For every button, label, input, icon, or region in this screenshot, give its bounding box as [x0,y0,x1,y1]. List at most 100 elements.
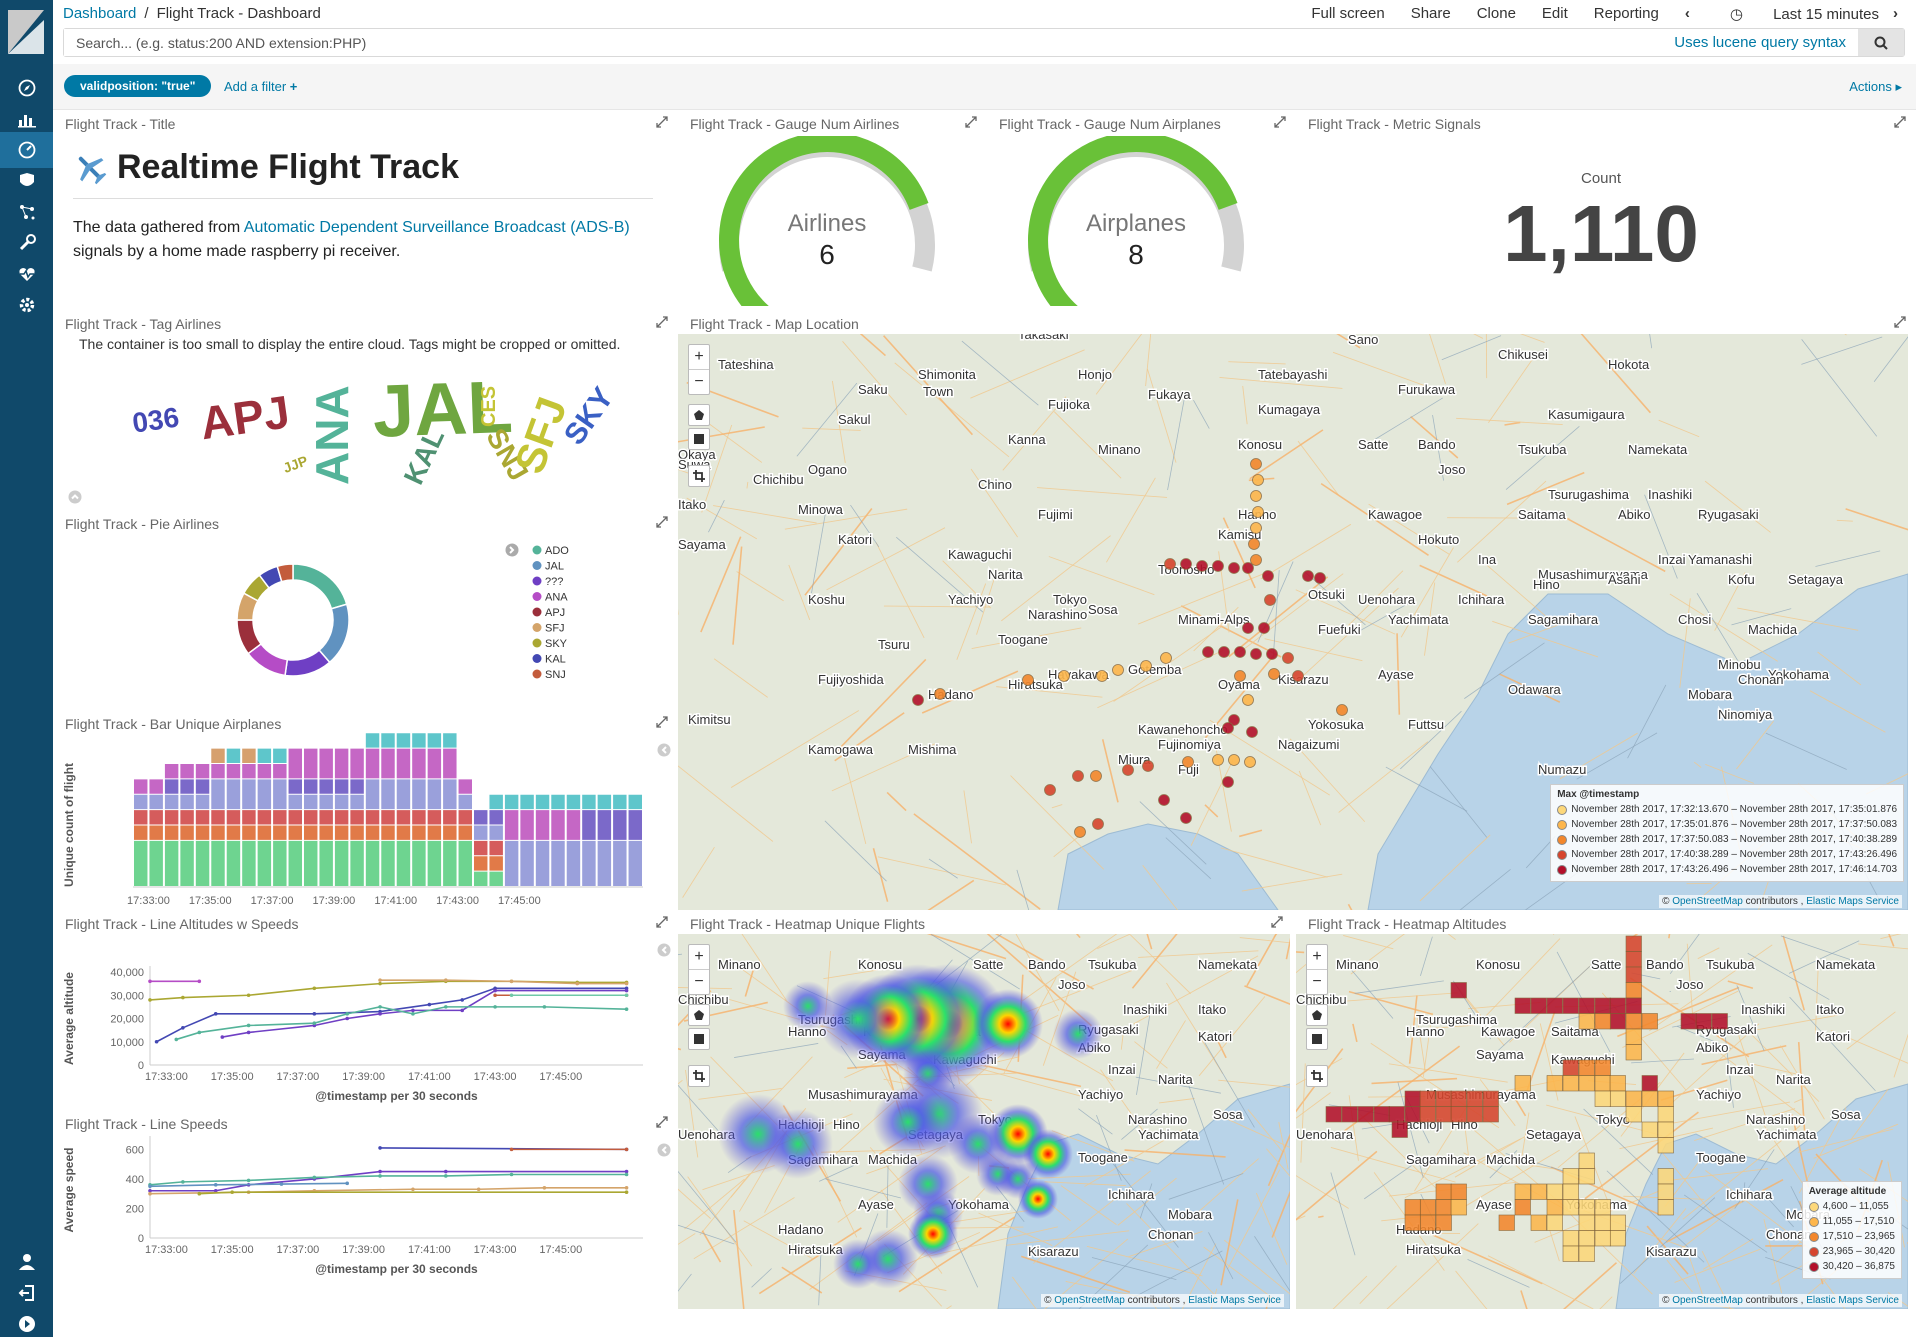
altitude-cell[interactable] [1626,1091,1642,1107]
bar-segment[interactable] [227,826,240,840]
altitude-cell[interactable] [1389,1107,1405,1123]
flight-marker[interactable] [1267,649,1278,660]
flight-marker[interactable] [1073,771,1084,782]
bar-segment[interactable] [489,795,502,809]
bar-segment[interactable] [227,810,240,824]
bar-segment[interactable] [335,749,348,779]
expand-icon[interactable] [656,116,668,128]
line-point[interactable] [181,1026,185,1030]
bar-segment[interactable] [165,779,178,793]
line-point[interactable] [198,1031,202,1035]
line-point[interactable] [378,1012,382,1016]
altitude-cell[interactable] [1342,1107,1358,1123]
bar-segment[interactable] [443,749,456,779]
bar-segment[interactable] [381,810,394,824]
bar-segment[interactable] [381,826,394,840]
altitude-cell[interactable] [1515,1184,1531,1200]
bar-segment[interactable] [149,795,162,809]
altitude-cell[interactable] [1626,1014,1642,1030]
line-point[interactable] [345,1017,349,1021]
flight-marker[interactable] [935,689,946,700]
legend-label[interactable]: ANA [545,592,568,604]
bar-segment[interactable] [289,841,302,886]
bar-segment[interactable] [505,841,518,886]
line-point[interactable] [198,1192,202,1196]
bar-segment[interactable] [598,795,611,809]
flight-marker[interactable] [1251,649,1262,660]
bar-segment[interactable] [196,841,209,886]
bar-segment[interactable] [165,810,178,824]
altitude-cell[interactable] [1579,1200,1595,1216]
flight-marker[interactable] [1251,523,1262,534]
bar-segment[interactable] [505,795,518,809]
fullscreen-button[interactable]: Full screen [1311,5,1384,23]
flight-marker[interactable] [1161,653,1172,664]
flight-marker[interactable] [1223,723,1234,734]
flight-marker[interactable] [1251,459,1262,470]
line-point[interactable] [444,1170,448,1174]
flight-marker[interactable] [1247,727,1258,738]
line-point[interactable] [625,993,629,997]
bar-segment[interactable] [319,779,332,793]
altitude-cell[interactable] [1626,998,1642,1014]
bar-segment[interactable] [489,841,502,855]
line-point[interactable] [247,1179,251,1183]
bar-segment[interactable] [180,779,193,793]
bar-segment[interactable] [428,733,441,747]
bar-segment[interactable] [443,826,456,840]
altitude-cell[interactable] [1595,1060,1611,1076]
bar-segment[interactable] [258,826,271,840]
line-point[interactable] [313,1176,317,1180]
line-point[interactable] [247,1031,251,1035]
flight-marker[interactable] [1075,827,1086,838]
bar-segment[interactable] [273,841,286,886]
bar-segment[interactable] [551,795,564,809]
bar-segment[interactable] [582,810,595,840]
bar-segment[interactable] [489,826,502,840]
bar-segment[interactable] [273,779,286,809]
line-point[interactable] [174,1038,178,1042]
osm-link[interactable]: OpenStreetMap [1054,1295,1125,1306]
bar-segment[interactable] [567,810,580,840]
bar-segment[interactable] [520,810,533,840]
altitude-cell[interactable] [1579,1060,1595,1076]
bar-segment[interactable] [366,749,379,779]
altitude-cell[interactable] [1626,1045,1642,1061]
flight-marker[interactable] [1023,675,1034,686]
legend-label[interactable]: SNJ [545,669,566,681]
line-point[interactable] [378,1146,382,1150]
bar-segment[interactable] [242,841,255,886]
altitude-cell[interactable] [1531,1184,1547,1200]
bar-segment[interactable] [319,749,332,779]
bar-segment[interactable] [366,841,379,886]
flight-marker[interactable] [1251,491,1262,502]
bar-segment[interactable] [196,779,209,793]
altitude-cell[interactable] [1374,1107,1390,1123]
line-point[interactable] [493,989,497,993]
draw-polygon-icon[interactable] [1306,1004,1328,1026]
altitude-cell[interactable] [1658,1138,1674,1154]
line-point[interactable] [510,993,514,997]
legend-label[interactable]: JAL [545,561,564,573]
line-point[interactable] [198,980,202,984]
altitude-cell[interactable] [1531,998,1547,1014]
line-point[interactable] [625,1007,629,1011]
flight-marker[interactable] [1253,507,1264,518]
expand-icon[interactable] [1894,116,1906,128]
bar-segment[interactable] [211,826,224,840]
altitude-cell[interactable] [1595,1200,1611,1216]
line-point[interactable] [378,1005,382,1009]
bar-segment[interactable] [489,810,502,824]
bar-segment[interactable] [350,795,363,809]
altitude-cell[interactable] [1405,1200,1421,1216]
bar-segment[interactable] [335,795,348,809]
flight-marker[interactable] [1181,559,1192,570]
draw-rectangle-icon[interactable] [688,428,710,450]
bar-segment[interactable] [258,764,271,778]
altitude-cell[interactable] [1658,1107,1674,1123]
time-picker[interactable]: ◷ Last 15 minutes [1704,5,1879,23]
line-point[interactable] [378,1174,382,1178]
altitude-cell[interactable] [1626,936,1642,952]
bar-segment[interactable] [598,841,611,886]
